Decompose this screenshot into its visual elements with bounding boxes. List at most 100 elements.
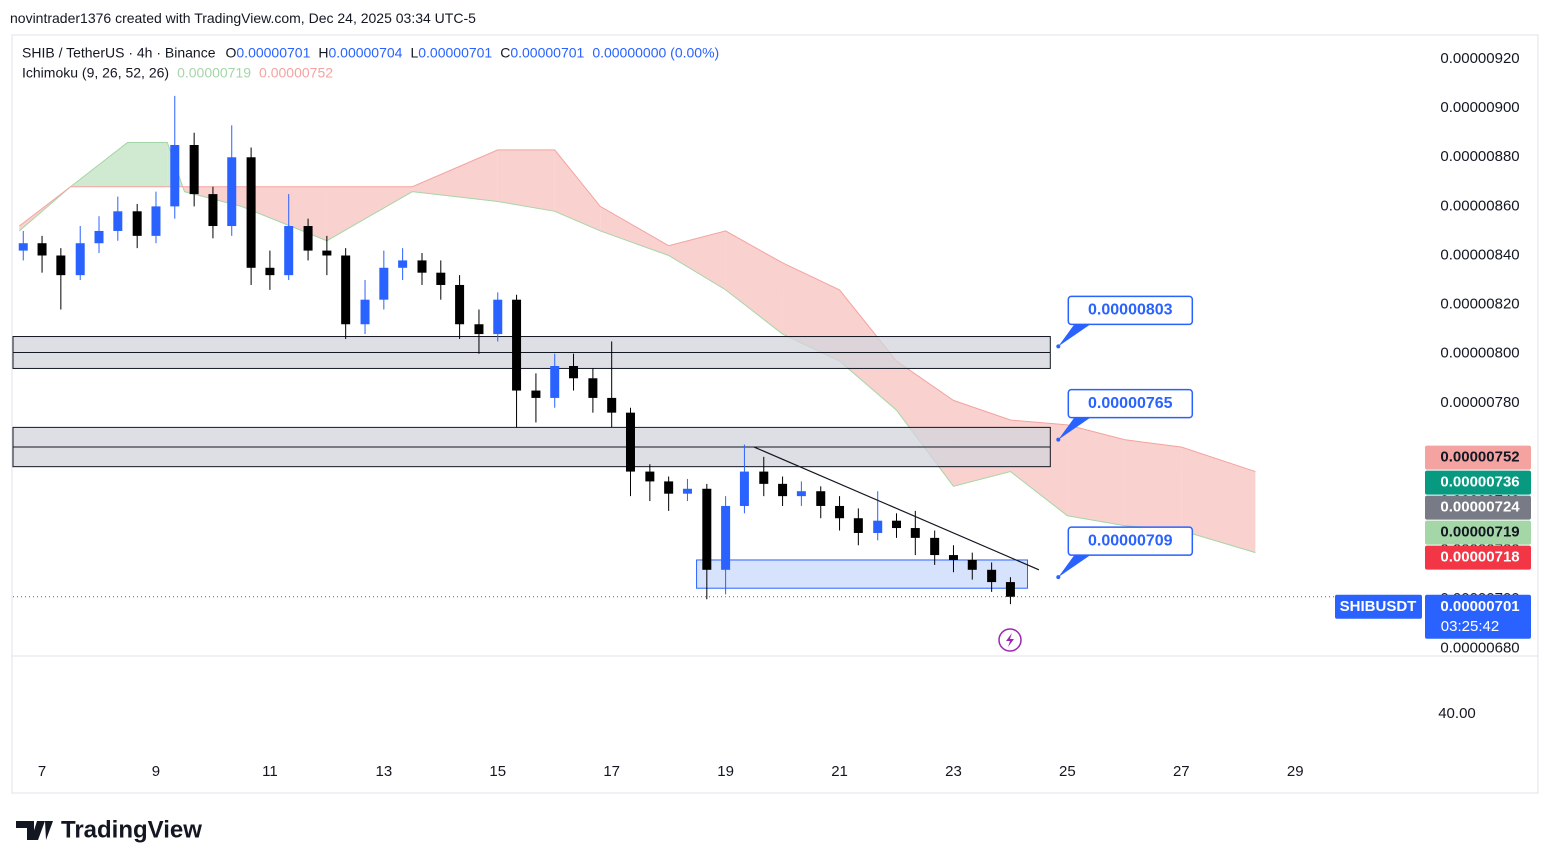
candle-body <box>607 397 617 413</box>
candle-body <box>18 243 28 251</box>
candle-body <box>835 505 845 519</box>
event-bolt <box>1006 633 1014 647</box>
zone <box>696 559 1029 589</box>
price-badge-label: 0.00000752 <box>1440 449 1519 466</box>
candle-body <box>967 559 977 570</box>
brand-name: TradingView <box>61 816 202 843</box>
cloud-segment <box>497 149 555 212</box>
candle-body <box>37 243 47 256</box>
x-tick-label: 29 <box>1287 763 1304 780</box>
candle-body <box>853 518 863 533</box>
attribution: novintrader1376 created with TradingView… <box>10 10 476 26</box>
cloud-segment <box>127 142 168 187</box>
candle-body <box>94 230 104 244</box>
x-tick-label: 23 <box>945 763 962 780</box>
x-tick-label: 19 <box>717 763 734 780</box>
candle-body <box>1005 582 1015 597</box>
price-badge-label: 0.00000701 <box>1440 598 1519 615</box>
candle-body <box>892 520 902 529</box>
overlay-layer: 0.00000803 0.00000765 0.00000709 <box>13 295 1420 598</box>
indicator-value: 0.00000719 <box>177 65 251 81</box>
candle-body <box>132 211 142 236</box>
x-tick-label: 13 <box>375 763 392 780</box>
callout-anchor <box>1056 437 1061 442</box>
y-tick-label: 0.00000840 <box>1440 246 1519 263</box>
candle-body <box>987 569 997 583</box>
cloud-segment <box>412 149 498 202</box>
legend-value: 0.00000000 (0.00%) <box>592 45 719 61</box>
cloud-segment <box>1124 439 1182 531</box>
cloud-segment <box>725 230 783 335</box>
price-badge-label: 0.00000718 <box>1440 549 1519 566</box>
candle-body <box>284 226 294 276</box>
candle-body <box>398 260 408 268</box>
candle-body <box>322 250 332 256</box>
candle-body <box>721 505 731 570</box>
countdown: 03:25:42 <box>1441 618 1499 635</box>
cloud-segment <box>554 149 601 231</box>
candle-body <box>664 481 674 494</box>
candle-body <box>227 157 237 227</box>
callout-label: 0.00000709 <box>1088 532 1173 549</box>
price-badge <box>1425 520 1531 545</box>
cloud-segment <box>600 206 669 256</box>
callout-box <box>1067 295 1194 326</box>
x-tick-label: 17 <box>603 763 620 780</box>
candle-body <box>379 267 389 300</box>
x-tick-label: 15 <box>489 763 506 780</box>
y-tick-label: 0.00000820 <box>1440 296 1519 313</box>
candle-body <box>113 211 123 231</box>
price-badge-label: 0.00000724 <box>1440 499 1520 516</box>
event-icon <box>998 628 1022 652</box>
candle-body <box>75 243 85 276</box>
candle-body <box>778 483 788 497</box>
price-badge <box>1425 445 1531 470</box>
symbol-badge <box>1335 594 1422 619</box>
pane-label: 40.00 <box>1438 705 1476 722</box>
axis-layer: 0.00000920 0.00000900 0.00000880 0.00000860… <box>38 50 1531 780</box>
chart-frame <box>11 34 1539 794</box>
candle-body <box>265 267 275 276</box>
candle-body <box>948 555 958 560</box>
x-tick-label: 11 <box>262 763 278 780</box>
candle-layer <box>18 95 1015 605</box>
callout-anchor <box>1056 344 1061 349</box>
candle-body <box>151 206 161 236</box>
candle-body <box>436 272 446 285</box>
candle-body <box>303 226 313 251</box>
candle-body <box>569 365 579 379</box>
price-badge <box>1425 495 1531 520</box>
y-tick-label: 0.00000860 <box>1440 197 1519 214</box>
callout-pointer <box>1058 324 1091 347</box>
candle-body <box>208 194 218 227</box>
cloud-segment <box>326 186 413 241</box>
x-tick-label: 27 <box>1173 763 1190 780</box>
candle-body <box>873 520 883 533</box>
candle-body <box>417 260 427 273</box>
candle-body <box>550 365 560 398</box>
cloud-segment <box>668 230 726 290</box>
callout-anchor <box>1056 575 1061 580</box>
candle-body <box>512 299 522 391</box>
legend-value: 0.00000701 <box>236 45 310 61</box>
symbol-label: SHIBUSDT <box>1340 598 1417 615</box>
candle-body <box>739 471 749 506</box>
candle-body <box>816 491 826 506</box>
price-badge-label: 0.00000719 <box>1440 524 1519 541</box>
candle-body <box>796 491 806 497</box>
legend-value: 0.00000701 <box>418 45 492 61</box>
callout-label: 0.00000803 <box>1088 302 1173 319</box>
candle-body <box>341 255 351 325</box>
candle-body <box>360 299 370 325</box>
candle-body <box>588 378 598 398</box>
y-tick-label: 0.00000880 <box>1440 148 1519 165</box>
price-badge <box>1425 545 1531 570</box>
candle-body <box>625 412 635 472</box>
y-tick-label: 0.00000680 <box>1440 639 1519 656</box>
legend-key: O <box>226 45 237 61</box>
indicator-name: Ichimoku (9, 26, 52, 26) <box>22 65 169 81</box>
cloud-segment <box>896 361 954 487</box>
legend-key: L <box>410 45 418 61</box>
